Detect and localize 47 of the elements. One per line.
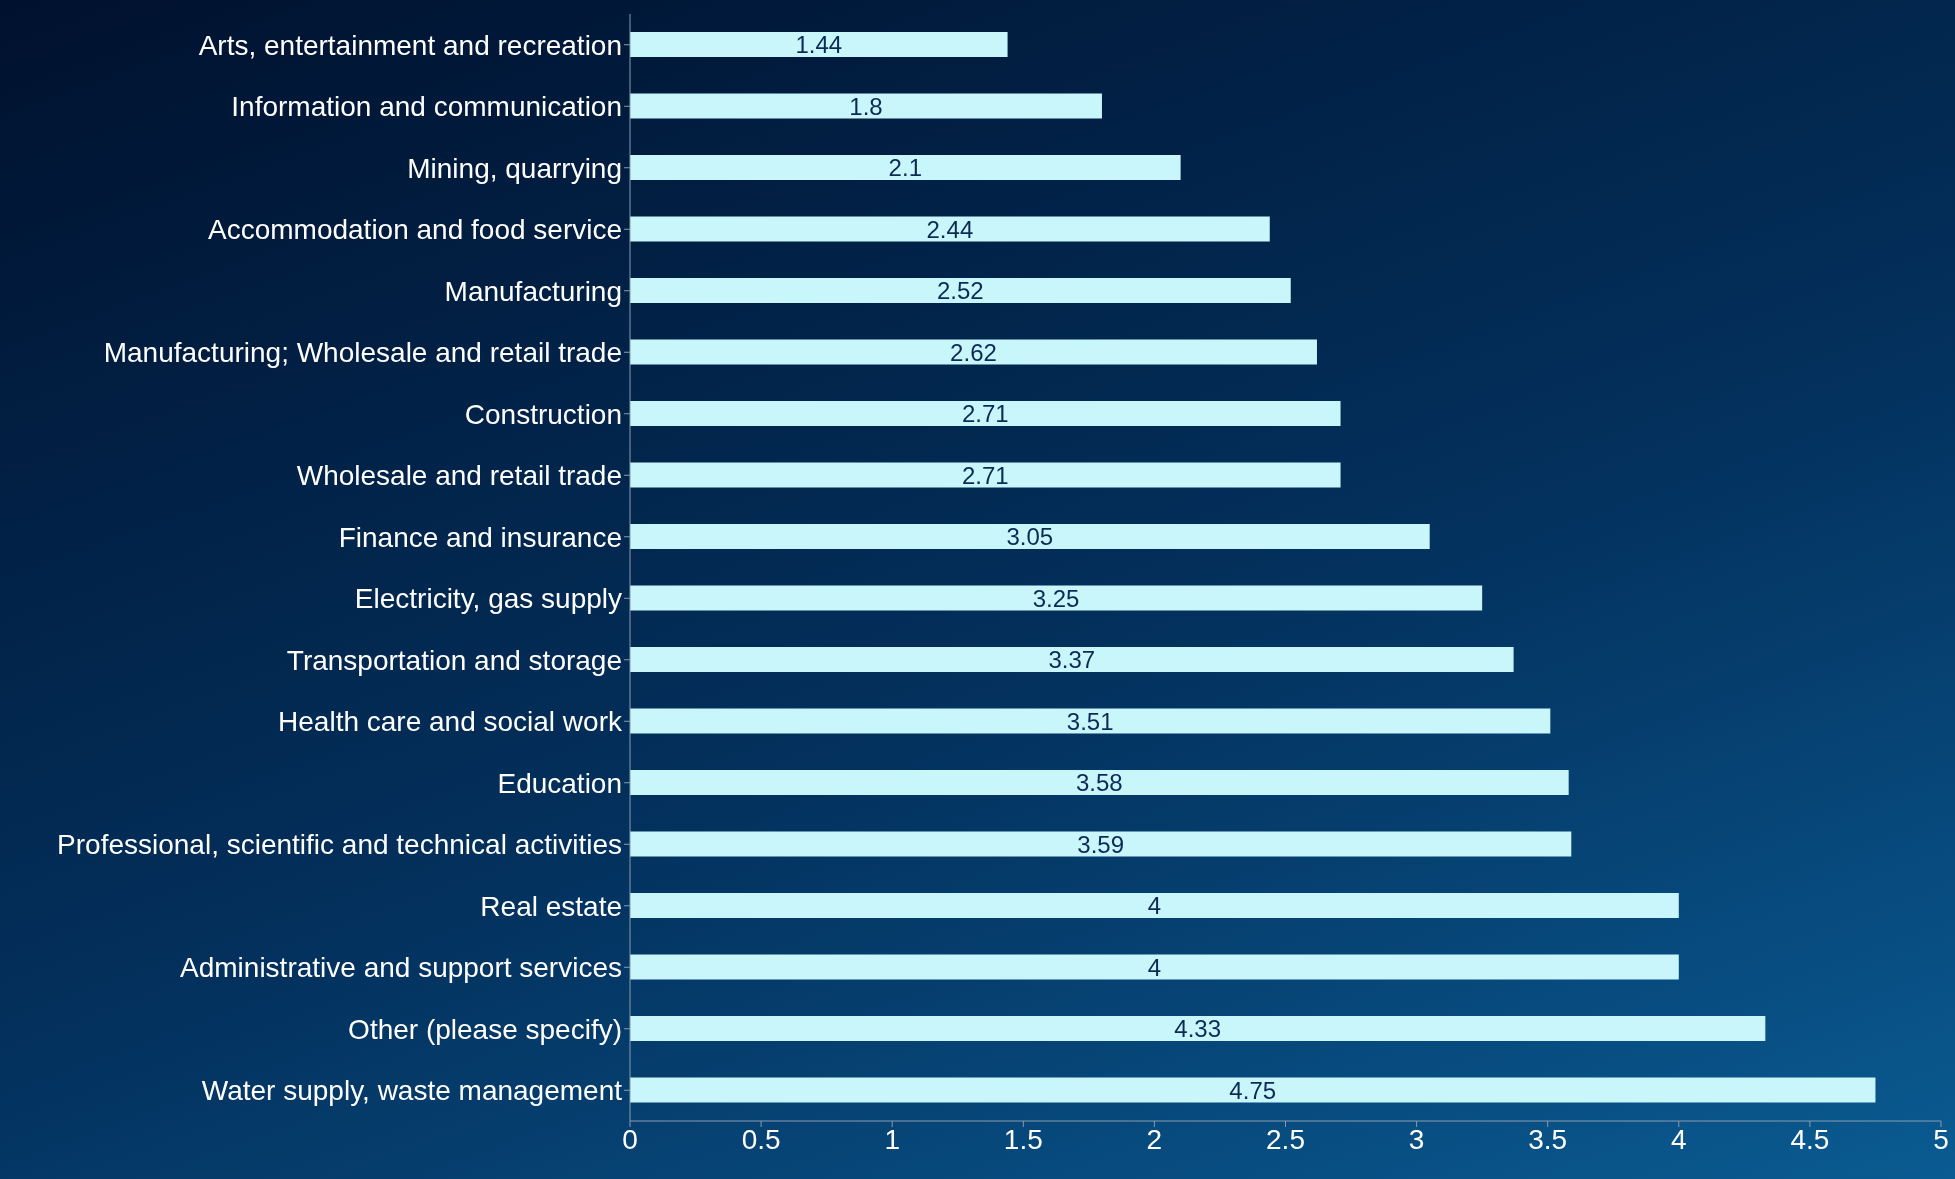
data-label: 2.52 — [937, 277, 984, 305]
x-tick-label: 4.5 — [1790, 1123, 1830, 1155]
x-tick-label: 4 — [1671, 1123, 1687, 1155]
y-tick-label: Health care and social work — [278, 706, 623, 738]
y-tick-label: Water supply, waste management — [201, 1075, 623, 1107]
y-tick-label: Accommodation and food service — [208, 214, 622, 246]
data-label: 3.51 — [1066, 707, 1114, 735]
data-label: 1.44 — [795, 31, 843, 59]
y-tick-label: Other (please specify) — [348, 1013, 622, 1045]
y-tick-label: Arts, entertainment and recreation — [198, 29, 622, 61]
data-label: 3.05 — [1006, 523, 1054, 551]
data-label: 4 — [1147, 953, 1162, 981]
y-tick-label: Manufacturing — [444, 275, 622, 307]
x-tick-label: 2.5 — [1266, 1123, 1305, 1155]
data-label: 2.71 — [961, 400, 1009, 428]
data-label: 4.75 — [1229, 1076, 1277, 1104]
x-tick-label: 3.5 — [1528, 1123, 1568, 1155]
data-label: 2.62 — [950, 338, 997, 366]
x-tick-label: 1 — [884, 1123, 900, 1155]
data-label: 2.44 — [926, 215, 974, 243]
data-label: 3.25 — [1032, 584, 1080, 612]
y-tick-label: Wholesale and retail trade — [296, 460, 622, 492]
x-tick-label: 3 — [1408, 1123, 1425, 1155]
y-tick-label: Professional, scientific and technical activities — [57, 829, 622, 861]
data-label: 4 — [1147, 892, 1162, 920]
y-tick-label: Education — [497, 767, 622, 799]
x-tick-label: 5 — [1933, 1123, 1949, 1155]
y-tick-label: Information and communication — [231, 91, 622, 123]
y-tick-label: Transportation and storage — [286, 644, 622, 676]
y-tick-label: Electricity, gas supply — [354, 583, 622, 615]
data-label: 2.1 — [888, 154, 922, 182]
data-label: 3.37 — [1048, 646, 1096, 674]
y-tick-label: Construction — [464, 398, 622, 430]
y-tick-label: Manufacturing; Wholesale and retail trade — [103, 337, 622, 369]
data-label: 1.8 — [849, 92, 883, 120]
data-label: 2.71 — [961, 461, 1009, 489]
data-label: 3.59 — [1077, 830, 1125, 858]
x-tick-label: 1.5 — [1003, 1123, 1043, 1155]
x-tick-label: 0 — [622, 1123, 638, 1155]
data-label: 4.33 — [1174, 1015, 1222, 1043]
x-tick-label: 0.5 — [741, 1123, 781, 1155]
y-tick-label: Finance and insurance — [338, 521, 622, 553]
x-tick-label: 2 — [1146, 1123, 1163, 1155]
y-tick-label: Administrative and support services — [180, 952, 622, 984]
y-tick-label: Mining, quarrying — [407, 152, 622, 184]
data-label: 3.58 — [1075, 769, 1123, 797]
y-tick-label: Real estate — [480, 890, 622, 922]
